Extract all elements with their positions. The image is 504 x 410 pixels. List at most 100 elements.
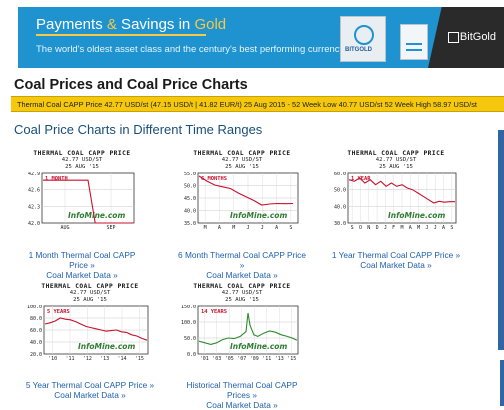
chart-price: 42.77 USD/ST bbox=[69, 290, 111, 296]
x-tick-label: '10 bbox=[48, 356, 57, 362]
chart-price: 42.77 USD/ST bbox=[375, 157, 417, 163]
x-tick-label: F bbox=[392, 225, 395, 231]
x-tick-label: A bbox=[275, 225, 278, 231]
x-tick-label: J bbox=[261, 225, 264, 231]
x-tick-label: M bbox=[400, 225, 403, 231]
series-line bbox=[198, 312, 298, 345]
ad-banner[interactable]: Payments & Savings in Gold The world's o… bbox=[18, 7, 504, 68]
x-tick-label: '11 bbox=[65, 356, 74, 362]
x-tick-label: '15 bbox=[287, 356, 296, 362]
chart-price: 42.77 USD/ST bbox=[61, 157, 103, 163]
x-tick-label: '11 bbox=[262, 356, 271, 362]
x-tick-label: '09 bbox=[250, 356, 259, 362]
x-tick-label: J bbox=[425, 225, 428, 231]
range-label: 5 YEARS bbox=[47, 309, 70, 315]
chart-plot[interactable]: 150.0 100.0 50.0 0.0 '01'03 '05'07 '09'11 '13'1… bbox=[176, 305, 302, 363]
chart-price: 42.77 USD/ST bbox=[221, 157, 263, 163]
chart-link[interactable]: 1 Month Thermal Coal CAPP Price » bbox=[28, 250, 136, 270]
range-label: 14 YEARS bbox=[201, 309, 227, 315]
x-tick-label: D bbox=[376, 225, 379, 231]
y-tick-label: 0.0 bbox=[187, 352, 196, 358]
chart-card-6-months: THERMAL COAL CAPP PRICE 42.77 USD/ST 25 AU… bbox=[176, 150, 308, 280]
chart-plot[interactable]: 100.0 80.0 60.0 40.0 20.0 '10 '11 '12 '13 '14 '15 5… bbox=[22, 305, 152, 363]
chart-price: 42.77 USD/ST bbox=[221, 290, 263, 296]
y-tick-label: 40.0 bbox=[334, 204, 346, 210]
x-tick-label: M bbox=[204, 225, 207, 231]
y-tick-label: 100.0 bbox=[27, 305, 42, 310]
chart-plot[interactable]: 55.0 50.0 45.0 40.0 35.0 M A M J J A S 6 MONTHS InfoM… bbox=[176, 172, 302, 232]
x-tick-label: M bbox=[417, 225, 420, 231]
chart-plot[interactable]: 42.9 42.6 42.3 42.0 AUG SEP 1 MONTH InfoMine.co… bbox=[22, 172, 138, 232]
x-tick-label: '07 bbox=[237, 356, 246, 362]
safe-icon: BITGOLD bbox=[340, 16, 386, 62]
chart-link[interactable]: 6 Month Thermal Coal CAPP Price » bbox=[178, 250, 306, 270]
section-title: Coal Price Charts in Different Time Rang… bbox=[14, 122, 263, 137]
x-tick-label: '13 bbox=[275, 356, 284, 362]
watermark-label: InfoMine.com bbox=[230, 342, 287, 351]
chart-card-5-years: THERMAL COAL CAPP PRICE 42.77 USD/ST 25 AU… bbox=[22, 283, 158, 406]
coal-market-data-link[interactable]: Coal Market Data » bbox=[46, 270, 118, 280]
x-tick-label: J bbox=[384, 225, 387, 231]
chart-date: 25 AUG '15 bbox=[225, 297, 259, 303]
y-tick-label: 60.0 bbox=[334, 172, 346, 177]
sidebar-edge-lower bbox=[500, 360, 504, 406]
bitgold-logo[interactable]: BitGold bbox=[428, 7, 504, 68]
coal-market-data-link[interactable]: Coal Market Data » bbox=[206, 400, 278, 410]
y-tick-label: 42.0 bbox=[28, 221, 40, 227]
chart-link[interactable]: 5 Year Thermal Coal CAPP Price » bbox=[25, 380, 155, 390]
series-line bbox=[44, 317, 148, 341]
coal-market-data-link[interactable]: Coal Market Data » bbox=[54, 390, 126, 400]
chart-link[interactable]: 1 Year Thermal Coal CAPP Price » bbox=[331, 250, 461, 260]
sidebar-edge bbox=[498, 130, 504, 350]
series-line bbox=[43, 179, 133, 224]
chart-date: 25 AUG '15 bbox=[73, 297, 107, 303]
chart-card-14-years: THERMAL COAL CAPP PRICE 42.77 USD/ST 25 AU… bbox=[176, 283, 308, 410]
y-tick-label: 20.0 bbox=[30, 352, 42, 358]
y-tick-label: 42.6 bbox=[28, 188, 40, 194]
y-tick-label: 80.0 bbox=[30, 316, 42, 322]
watermark-label: InfoMine.com bbox=[388, 211, 445, 220]
x-tick-label: S bbox=[450, 225, 453, 231]
series-line bbox=[198, 175, 294, 206]
chart-card-1-month: THERMAL COAL CAPP PRICE 42.77 USD/ST 25 AU… bbox=[22, 150, 142, 280]
y-tick-label: 50.0 bbox=[334, 188, 346, 194]
x-tick-label: S bbox=[289, 225, 292, 231]
y-tick-label: 50.0 bbox=[184, 336, 196, 342]
y-tick-label: 35.0 bbox=[184, 221, 196, 227]
chart-link[interactable]: Historical Thermal Coal CAPP Prices » bbox=[186, 380, 298, 400]
chart-date: 25 AUG '15 bbox=[379, 164, 413, 170]
x-tick-label: '03 bbox=[212, 356, 221, 362]
series-line bbox=[348, 177, 455, 204]
chart-title: THERMAL COAL CAPP PRICE bbox=[193, 150, 291, 157]
x-tick-label: SEP bbox=[106, 225, 115, 231]
chart-date: 25 AUG '15 bbox=[65, 164, 99, 170]
x-tick-label: '12 bbox=[83, 356, 92, 362]
banner-title: Payments & Savings in Gold bbox=[36, 16, 227, 33]
chart-card-1-year: THERMAL COAL CAPP PRICE 42.77 USD/ST 25 AU… bbox=[326, 150, 466, 280]
y-tick-label: 40.0 bbox=[184, 209, 196, 215]
page-title: Coal Prices and Coal Price Charts bbox=[14, 77, 248, 93]
y-tick-label: 42.9 bbox=[28, 172, 40, 177]
y-tick-label: 150.0 bbox=[181, 305, 196, 310]
coal-market-data-link[interactable]: Coal Market Data » bbox=[206, 270, 278, 280]
document-icon bbox=[400, 24, 428, 60]
chart-plot[interactable]: 60.050.040.030.0S O N D J F M A M J J A S1 YEARInfoM… bbox=[326, 172, 460, 232]
y-tick-label: 60.0 bbox=[30, 328, 42, 334]
x-tick-label: A bbox=[409, 225, 412, 231]
range-label: 6 MONTHS bbox=[201, 176, 227, 182]
chart-title: THERMAL COAL CAPP PRICE bbox=[41, 283, 139, 290]
x-tick-label: M bbox=[232, 225, 235, 231]
watermark-label: InfoMine.com bbox=[230, 211, 287, 220]
range-label: 1 MONTH bbox=[45, 176, 68, 182]
x-tick-label: '05 bbox=[225, 356, 234, 362]
x-tick-label: S bbox=[351, 225, 354, 231]
x-tick-label: J bbox=[434, 225, 437, 231]
y-tick-label: 30.0 bbox=[334, 221, 346, 227]
y-tick-label: 100.0 bbox=[181, 320, 196, 326]
y-tick-label: 45.0 bbox=[184, 196, 196, 202]
x-tick-label: '15 bbox=[135, 356, 144, 362]
y-tick-label: 42.3 bbox=[28, 204, 40, 210]
x-tick-label: O bbox=[359, 225, 362, 231]
coal-market-data-link[interactable]: Coal Market Data » bbox=[360, 260, 432, 270]
y-tick-label: 55.0 bbox=[184, 172, 196, 177]
